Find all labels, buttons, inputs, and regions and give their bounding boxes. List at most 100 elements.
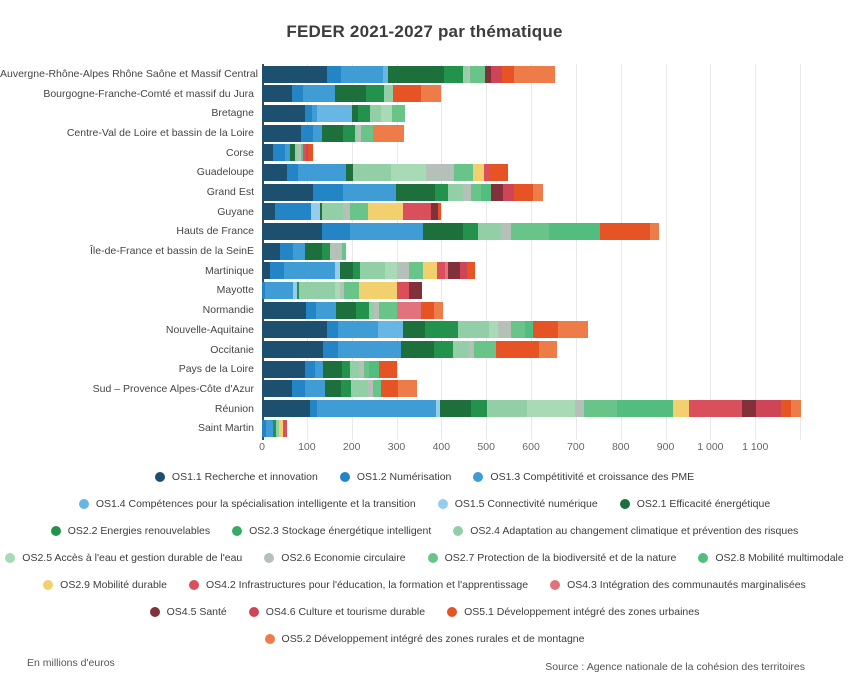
bar-segment[interactable] bbox=[397, 380, 418, 398]
bar-segment[interactable] bbox=[434, 301, 443, 319]
bar-segment[interactable] bbox=[423, 262, 437, 280]
bar-segment[interactable] bbox=[444, 65, 463, 83]
bar-segment[interactable] bbox=[462, 222, 478, 240]
bar-segment[interactable] bbox=[469, 65, 486, 83]
legend-item[interactable]: OS1.5 Connectivité numérique bbox=[437, 498, 598, 510]
bar-segment[interactable] bbox=[368, 360, 379, 378]
legend-item[interactable]: OS2.8 Mobilité multimodale bbox=[698, 552, 844, 564]
bar-segment[interactable] bbox=[470, 400, 488, 418]
bar-segment[interactable] bbox=[548, 222, 601, 240]
bar-segment[interactable] bbox=[436, 262, 446, 280]
bar-segment[interactable] bbox=[341, 380, 352, 398]
bar-segment[interactable] bbox=[314, 360, 324, 378]
bar-segment[interactable] bbox=[298, 163, 347, 181]
bar-segment[interactable] bbox=[460, 262, 467, 280]
bar-segment[interactable] bbox=[262, 341, 323, 359]
bar-segment[interactable] bbox=[273, 419, 277, 437]
bar-segment[interactable] bbox=[262, 242, 280, 260]
bar-segment[interactable] bbox=[262, 65, 328, 83]
bar-segment[interactable] bbox=[369, 301, 375, 319]
bar-segment[interactable] bbox=[339, 281, 345, 299]
bar-segment[interactable] bbox=[454, 163, 473, 181]
bar-segment[interactable] bbox=[502, 183, 515, 201]
bar-segment[interactable] bbox=[403, 203, 432, 221]
bar-segment[interactable] bbox=[275, 203, 312, 221]
bar-segment[interactable] bbox=[353, 163, 392, 181]
bar-segment[interactable] bbox=[378, 301, 398, 319]
bar-segment[interactable] bbox=[378, 321, 404, 339]
legend-item[interactable]: OS1.4 Compétences pour la spécialisation… bbox=[78, 498, 416, 510]
bar-segment[interactable] bbox=[420, 301, 435, 319]
bar-segment[interactable] bbox=[351, 104, 359, 122]
bar-segment[interactable] bbox=[448, 183, 463, 201]
bar-segment[interactable] bbox=[391, 163, 427, 181]
bar-segment[interactable] bbox=[316, 104, 352, 122]
bar-segment[interactable] bbox=[319, 203, 323, 221]
legend-item[interactable]: OS4.5 Santé bbox=[149, 606, 227, 618]
bar-segment[interactable] bbox=[343, 183, 397, 201]
bar-segment[interactable] bbox=[286, 163, 299, 181]
bar-segment[interactable] bbox=[471, 183, 482, 201]
bar-segment[interactable] bbox=[326, 321, 339, 339]
bar-segment[interactable] bbox=[335, 281, 340, 299]
bar-segment[interactable] bbox=[368, 203, 404, 221]
bar-segment[interactable] bbox=[262, 360, 306, 378]
bar-segment[interactable] bbox=[538, 341, 557, 359]
bar-segment[interactable] bbox=[341, 360, 351, 378]
legend-item[interactable]: OS1.2 Numérisation bbox=[339, 471, 451, 483]
bar-segment[interactable] bbox=[358, 360, 364, 378]
bar-segment[interactable] bbox=[321, 124, 344, 142]
legend-item[interactable]: OS1.1 Recherche et innovation bbox=[154, 471, 318, 483]
bar-segment[interactable] bbox=[351, 380, 368, 398]
bar-segment[interactable] bbox=[426, 163, 455, 181]
bar-segment[interactable] bbox=[510, 222, 549, 240]
bar-segment[interactable] bbox=[262, 400, 310, 418]
bar-segment[interactable] bbox=[462, 183, 472, 201]
bar-segment[interactable] bbox=[293, 281, 298, 299]
bar-segment[interactable] bbox=[262, 104, 306, 122]
bar-segment[interactable] bbox=[474, 341, 496, 359]
bar-segment[interactable] bbox=[424, 321, 458, 339]
bar-segment[interactable] bbox=[558, 321, 589, 339]
bar-segment[interactable] bbox=[391, 104, 405, 122]
bar-segment[interactable] bbox=[321, 242, 331, 260]
bar-segment[interactable] bbox=[650, 222, 659, 240]
bar-segment[interactable] bbox=[466, 262, 476, 280]
bar-segment[interactable] bbox=[309, 400, 317, 418]
bar-segment[interactable] bbox=[583, 400, 618, 418]
bar-segment[interactable] bbox=[489, 163, 508, 181]
bar-segment[interactable] bbox=[311, 203, 320, 221]
bar-segment[interactable] bbox=[338, 321, 379, 339]
bar-segment[interactable] bbox=[322, 341, 338, 359]
bar-segment[interactable] bbox=[403, 321, 425, 339]
legend-item[interactable]: OS4.6 Culture et tourisme durable bbox=[248, 606, 425, 618]
bar-segment[interactable] bbox=[408, 262, 424, 280]
bar-segment[interactable] bbox=[262, 222, 322, 240]
bar-segment[interactable] bbox=[514, 183, 533, 201]
legend-item[interactable]: OS5.2 Développement intégré des zones ru… bbox=[264, 633, 584, 645]
bar-segment[interactable] bbox=[262, 321, 327, 339]
bar-segment[interactable] bbox=[487, 400, 528, 418]
bar-segment[interactable] bbox=[392, 85, 422, 103]
bar-segment[interactable] bbox=[495, 341, 539, 359]
bar-segment[interactable] bbox=[346, 163, 353, 181]
bar-segment[interactable] bbox=[305, 360, 315, 378]
bar-segment[interactable] bbox=[434, 183, 449, 201]
bar-segment[interactable] bbox=[330, 242, 342, 260]
bar-segment[interactable] bbox=[273, 144, 285, 162]
bar-segment[interactable] bbox=[349, 203, 369, 221]
bar-segment[interactable] bbox=[514, 65, 555, 83]
bar-segment[interactable] bbox=[303, 144, 307, 162]
bar-segment[interactable] bbox=[484, 163, 490, 181]
bar-segment[interactable] bbox=[291, 85, 304, 103]
bar-segment[interactable] bbox=[527, 400, 576, 418]
bar-segment[interactable] bbox=[349, 222, 423, 240]
bar-segment[interactable] bbox=[422, 222, 463, 240]
bar-segment[interactable] bbox=[305, 380, 325, 398]
bar-segment[interactable] bbox=[497, 321, 512, 339]
bar-segment[interactable] bbox=[305, 242, 322, 260]
bar-segment[interactable] bbox=[481, 183, 492, 201]
bar-segment[interactable] bbox=[262, 301, 307, 319]
bar-segment[interactable] bbox=[293, 242, 306, 260]
bar-segment[interactable] bbox=[357, 124, 362, 142]
